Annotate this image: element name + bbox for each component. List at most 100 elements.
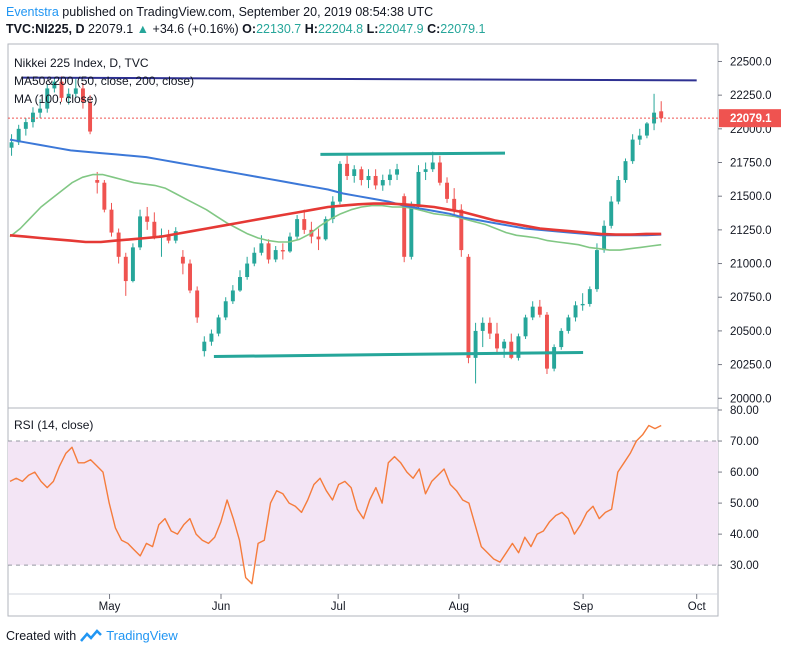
candle-body: [359, 169, 364, 181]
candle-body: [123, 256, 128, 282]
ma100-line: [9, 202, 662, 244]
candle-body: [402, 196, 407, 257]
candle-body: [80, 88, 85, 102]
rsi-tick-label: 70.00: [730, 436, 759, 448]
candle-body: [459, 209, 464, 251]
time-tick-label: Sep: [573, 601, 593, 613]
candle-body: [202, 341, 207, 352]
trendlines: [8, 76, 718, 359]
candle-body: [52, 81, 57, 89]
candle-body: [566, 317, 571, 331]
candle-body: [609, 201, 614, 226]
candle-body: [523, 317, 528, 337]
candle-body: [23, 122, 28, 129]
candle-body: [602, 225, 607, 251]
candle-body: [559, 330, 564, 348]
candle-body: [395, 169, 400, 175]
candle-body: [473, 330, 478, 358]
footer: Created with TradingView: [6, 628, 178, 643]
price-tick-label: 20250.0: [730, 360, 772, 372]
price-tick-label: 21000.0: [730, 259, 772, 271]
candle-body: [223, 301, 228, 318]
candle-body: [387, 174, 392, 181]
candle-body: [216, 317, 221, 334]
rsi-tick-label: 40.00: [730, 529, 759, 541]
rsi-band-area: [8, 441, 718, 566]
candle-body: [430, 162, 435, 170]
price-legend-item: MA (100, close): [14, 92, 97, 106]
candle-body: [323, 219, 328, 240]
trendline: [22, 76, 697, 82]
price-tick-label: 22250.0: [730, 90, 772, 102]
rsi-tick-label: 30.00: [730, 560, 759, 572]
candle-body: [487, 322, 492, 334]
candle-body: [73, 88, 78, 94]
price-tick-label: 20750.0: [730, 292, 772, 304]
rsi-legend: RSI (14, close): [14, 418, 93, 432]
price-tick-label: 21250.0: [730, 225, 772, 237]
candle-body: [366, 175, 371, 181]
close-label: C:: [427, 22, 441, 36]
rsi-tick-label: 60.00: [730, 467, 759, 479]
candle-body: [630, 139, 635, 162]
chart-header: Eventstra published on TradingView.com, …: [6, 4, 786, 38]
rsi-tick-label: 50.00: [730, 498, 759, 510]
last-price-label: 22079.1: [730, 113, 772, 125]
candle-body: [188, 263, 192, 291]
candle-body: [545, 314, 549, 369]
candle-body: [573, 305, 578, 318]
candle-body: [145, 216, 150, 222]
candle-body: [88, 101, 93, 132]
candle-body: [345, 163, 350, 176]
price-tick-label: 21500.0: [730, 191, 772, 203]
candle-body: [16, 128, 21, 143]
candle-body: [509, 341, 514, 358]
candle-body: [637, 135, 642, 140]
candle-body: [652, 112, 657, 124]
candle-body: [288, 236, 292, 252]
author-name[interactable]: Eventstra: [6, 5, 59, 19]
rsi-band: [8, 440, 718, 566]
candle-body: [352, 169, 357, 176]
candle-body: [623, 161, 628, 181]
created-with-label: Created with: [6, 628, 77, 643]
candle-body: [316, 236, 321, 240]
price-tick-label: 22500.0: [730, 56, 772, 68]
tradingview-link[interactable]: TradingView: [106, 628, 178, 643]
candle-body: [109, 209, 114, 233]
open-label: O:: [242, 22, 257, 36]
candle-body: [495, 333, 499, 349]
candle-body: [152, 221, 157, 237]
ma200-line: [9, 138, 662, 237]
candle-body: [59, 81, 64, 98]
time-tick-label: Jun: [212, 601, 231, 613]
price-tick-label: 20000.0: [730, 393, 772, 405]
chart-frame: [7, 43, 719, 617]
high-label: H:: [304, 22, 318, 36]
candle-body: [166, 235, 171, 241]
candle-body: [552, 347, 557, 369]
candle-body: [445, 182, 449, 199]
rsi-line: [9, 424, 662, 585]
open-value: 22130.7: [256, 22, 302, 36]
trendline: [213, 350, 584, 359]
candle-body: [659, 111, 664, 119]
candle-body: [280, 250, 285, 252]
candle-body: [173, 231, 178, 241]
time-tick-label: Oct: [688, 601, 707, 613]
last-price: 22079.1: [87, 22, 134, 36]
candle-body: [209, 333, 214, 342]
candle-body: [502, 341, 507, 349]
candle-body: [480, 322, 485, 331]
candle-body: [466, 256, 471, 358]
low-label: L:: [366, 22, 379, 36]
candle-body: [537, 306, 542, 315]
candle-body: [330, 201, 335, 220]
rsi-tick-label: 80.00: [730, 405, 759, 417]
candle-body: [380, 180, 385, 186]
candle-body: [38, 108, 43, 113]
candle-body: [238, 277, 242, 291]
candle-body: [45, 88, 50, 109]
candle-body: [31, 112, 35, 123]
